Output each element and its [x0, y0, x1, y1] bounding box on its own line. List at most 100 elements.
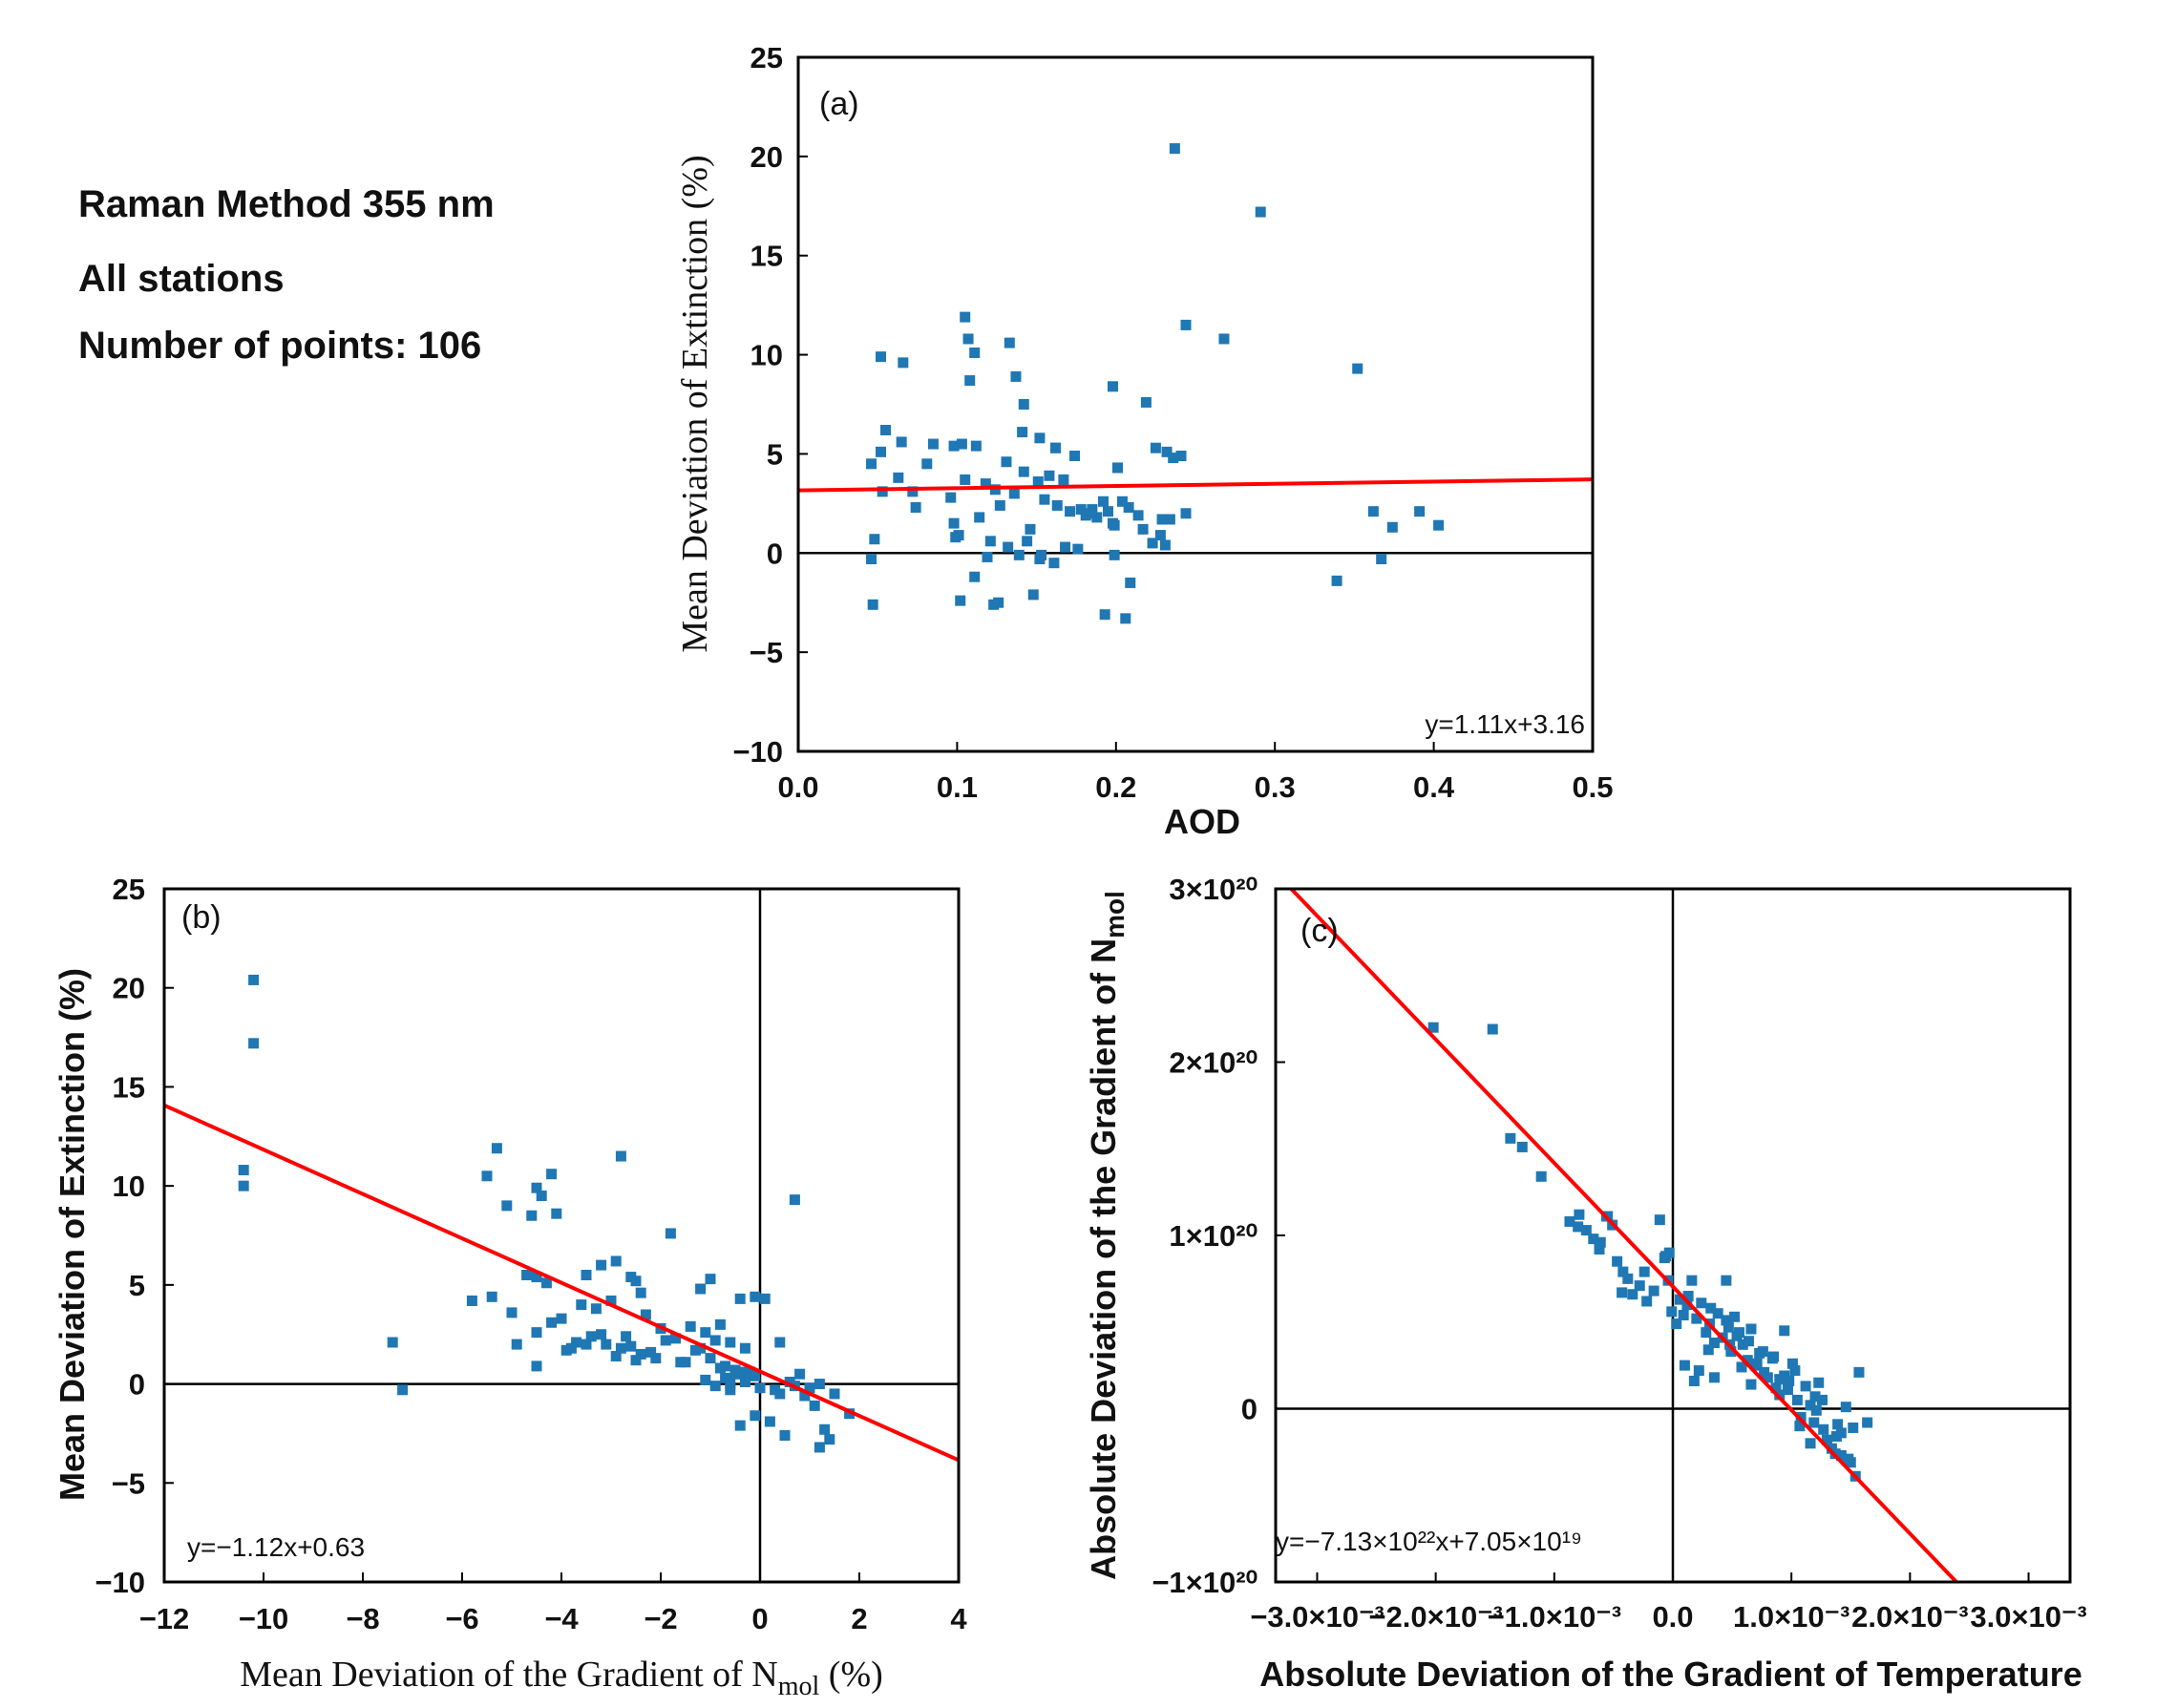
data-point — [1051, 499, 1063, 511]
data-point — [1671, 1318, 1682, 1330]
data-point — [521, 1269, 533, 1280]
data-point — [1034, 432, 1046, 444]
data-point — [1505, 1132, 1516, 1144]
data-point — [980, 478, 991, 490]
data-point — [1414, 506, 1426, 517]
data-point — [680, 1357, 691, 1368]
y-tick-label: 5 — [767, 437, 783, 471]
data-point — [1809, 1391, 1821, 1402]
data-point — [964, 375, 976, 387]
x-axis-label: Mean Deviation of the Gradient of Nmol (… — [240, 1655, 883, 1701]
data-point — [1813, 1377, 1825, 1388]
data-point — [1025, 523, 1036, 535]
data-point — [585, 1331, 597, 1342]
y-tick-label: −10 — [732, 735, 783, 769]
data-point — [789, 1194, 800, 1206]
data-point — [1729, 1311, 1741, 1322]
y-tick-label: 0 — [129, 1368, 145, 1402]
data-point — [866, 554, 877, 565]
data-point — [1013, 549, 1025, 560]
data-point — [1168, 453, 1179, 464]
data-point — [754, 1382, 766, 1394]
data-point — [615, 1150, 626, 1162]
data-point — [1060, 541, 1071, 553]
data-point — [610, 1255, 622, 1267]
data-point — [1574, 1209, 1585, 1220]
data-point — [948, 440, 960, 452]
data-point — [596, 1329, 607, 1340]
x-tick-label: 0.3 — [1255, 770, 1296, 804]
data-point — [739, 1376, 750, 1387]
data-point — [799, 1390, 811, 1402]
data-point — [1008, 488, 1020, 499]
data-point — [844, 1408, 856, 1420]
x-tick-label: −4 — [544, 1602, 579, 1635]
data-point — [774, 1388, 786, 1400]
y-tick-label: 20 — [750, 140, 783, 174]
x-tick-label: −1.0×10⁻³ — [1488, 1600, 1621, 1634]
data-point — [526, 1210, 538, 1221]
data-point — [1848, 1422, 1859, 1433]
data-point — [695, 1283, 707, 1295]
data-point — [1686, 1275, 1698, 1286]
data-point — [551, 1208, 562, 1219]
data-point — [621, 1331, 632, 1342]
data-point — [1125, 577, 1136, 588]
data-point — [1810, 1404, 1822, 1416]
data-point — [1111, 462, 1123, 474]
data-point — [1487, 1023, 1498, 1035]
data-point — [764, 1416, 775, 1427]
data-point — [511, 1339, 522, 1350]
data-point — [1691, 1313, 1702, 1324]
data-point — [814, 1442, 825, 1453]
data-point — [1688, 1375, 1700, 1386]
data-point — [1331, 575, 1342, 586]
data-point — [1164, 514, 1175, 525]
data-point — [809, 1400, 820, 1411]
data-point — [546, 1169, 558, 1180]
data-point — [1731, 1330, 1743, 1341]
data-point — [1843, 1453, 1854, 1465]
data-point — [1097, 496, 1109, 507]
data-point — [1779, 1325, 1790, 1337]
x-tick-label: 0.5 — [1572, 770, 1613, 804]
data-point — [1805, 1400, 1816, 1411]
data-point — [1786, 1358, 1798, 1369]
data-point — [481, 1170, 493, 1182]
data-point — [1725, 1346, 1737, 1358]
data-point — [714, 1318, 726, 1330]
data-point — [705, 1353, 716, 1364]
data-point — [576, 1299, 587, 1311]
data-point — [556, 1313, 567, 1324]
data-point — [898, 357, 909, 369]
x-tick-label: 0.1 — [937, 770, 978, 804]
data-point — [1180, 508, 1192, 519]
y-tick-label: 10 — [113, 1170, 145, 1203]
data-point — [1791, 1394, 1803, 1405]
data-point — [1682, 1291, 1694, 1302]
data-point — [596, 1259, 607, 1271]
data-point — [869, 534, 880, 545]
data-point — [1721, 1315, 1732, 1326]
data-point — [540, 1277, 552, 1289]
data-point — [1001, 456, 1012, 468]
data-point — [950, 532, 962, 543]
data-point — [1736, 1361, 1747, 1373]
data-point — [238, 1165, 249, 1176]
data-point — [1004, 337, 1015, 348]
y-tick-label: 20 — [113, 972, 145, 1005]
data-point — [1027, 589, 1039, 601]
data-point — [1573, 1221, 1584, 1233]
data-point — [1080, 510, 1091, 521]
data-point — [1433, 519, 1445, 531]
data-point — [1180, 319, 1192, 330]
data-point — [581, 1339, 592, 1350]
data-point — [506, 1307, 518, 1318]
y-axis-label: Mean Deviation of Extinction (%) — [675, 155, 715, 652]
data-point — [1745, 1323, 1757, 1335]
data-point — [927, 438, 939, 450]
method-title: Raman Method 355 nm — [78, 183, 495, 225]
data-point — [565, 1342, 577, 1354]
x-tick-label: −2.0×10⁻³ — [1368, 1600, 1502, 1634]
data-point — [1595, 1236, 1606, 1248]
